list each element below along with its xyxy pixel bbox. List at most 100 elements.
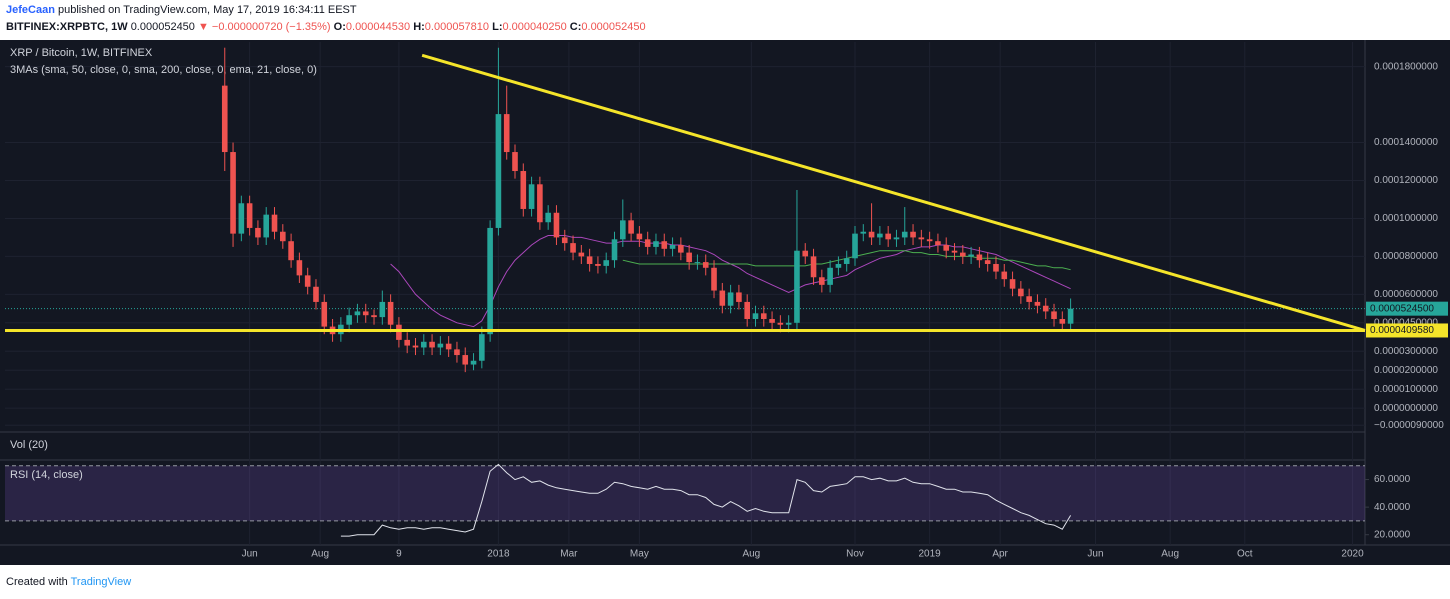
x-tick-label: Jun — [242, 549, 258, 560]
x-tick-label: May — [630, 549, 649, 560]
candle-body — [1067, 308, 1074, 324]
author[interactable]: JefeCaan — [6, 4, 55, 16]
y-tick-label: 0.0000800000 — [1374, 251, 1438, 262]
candle-body — [901, 231, 908, 238]
candle-body — [470, 360, 477, 365]
candle-body — [877, 233, 883, 238]
chart: 0.0001800000 0.0001400000 0.0001200000 0.00… — [0, 40, 1450, 565]
candle-body — [661, 241, 668, 249]
candle-body — [736, 292, 742, 302]
candle-body — [246, 203, 253, 228]
candle-body — [304, 275, 311, 287]
candle-body — [785, 322, 792, 325]
candle-body — [760, 313, 767, 320]
candle-body — [628, 220, 634, 234]
candle-body — [404, 339, 410, 346]
candle-body — [545, 212, 551, 223]
candle-body — [362, 311, 369, 316]
candle-body — [711, 267, 717, 291]
candle-body — [769, 319, 775, 323]
candle-body — [893, 237, 900, 240]
candle-body — [1009, 279, 1016, 289]
candle-body — [221, 85, 228, 153]
rsi-title: RSI (14, close) — [10, 469, 83, 481]
candle-body — [603, 260, 610, 266]
candle-body — [686, 252, 692, 263]
candle-body — [719, 290, 726, 306]
candle-body — [313, 286, 319, 302]
candle-body — [744, 301, 750, 320]
candle-body — [644, 239, 651, 247]
ohlc-key: H: — [413, 21, 425, 33]
candle-body — [943, 245, 950, 251]
price-label-box — [1366, 301, 1448, 316]
candle-body — [288, 241, 294, 261]
candle-body — [1059, 319, 1066, 324]
candle-body — [852, 233, 858, 259]
x-tick-label: Jun — [1087, 549, 1103, 560]
y-tick-label: 0.0001800000 — [1374, 61, 1438, 72]
candle-body — [520, 171, 527, 209]
x-tick-label: 9 — [396, 549, 402, 560]
candle-body — [570, 243, 576, 253]
candle-body — [553, 212, 560, 238]
candle-body — [868, 231, 875, 238]
candle-body — [653, 241, 659, 247]
y-tick-label: 0.0000100000 — [1374, 384, 1438, 395]
candle-body — [296, 260, 303, 276]
ohlc-value: 0.000040250 — [502, 21, 567, 33]
candle-body — [503, 114, 510, 153]
candle-body — [354, 311, 361, 316]
candle-body — [935, 241, 941, 246]
candle-body — [1001, 271, 1008, 280]
candle-body — [238, 203, 245, 234]
x-tick-label: Apr — [992, 549, 1008, 560]
y-tick-label: −0.0000090000 — [1374, 420, 1444, 431]
candle-body — [860, 231, 867, 234]
candle-body — [420, 341, 427, 348]
candle-body — [702, 262, 709, 268]
x-tick-label: Aug — [311, 549, 329, 560]
candle-body — [620, 220, 626, 240]
y-tick-label: 0.0000450000 — [1374, 317, 1438, 328]
candle-body — [263, 214, 270, 238]
candle-body — [752, 313, 759, 320]
candle-body — [412, 345, 419, 348]
y-tick-label: 0.0001400000 — [1374, 137, 1438, 148]
candle-body — [993, 263, 999, 272]
candle-body — [960, 252, 966, 257]
candle-body — [495, 114, 502, 228]
candle-body — [918, 237, 925, 240]
candle-body — [694, 262, 701, 264]
change: ▼ −0.000000720 (−1.35%) — [197, 21, 331, 33]
y-tick-label: 0.0000600000 — [1374, 289, 1438, 300]
candle-body — [794, 250, 800, 323]
candle-body — [976, 254, 983, 261]
ma-legend: 3MAs (sma, 50, close, 0, sma, 200, close… — [10, 64, 317, 76]
rsi-band — [5, 465, 1365, 521]
candle-body — [636, 233, 643, 240]
candle-body — [512, 152, 518, 172]
header: JefeCaan published on TradingView.com, M… — [6, 2, 646, 36]
brand[interactable]: TradingView — [70, 576, 132, 588]
candle-body — [271, 214, 278, 232]
candle-body — [1026, 296, 1032, 302]
last-price: 0.000052450 — [130, 21, 195, 33]
candle-body — [445, 343, 452, 350]
candle-body — [835, 263, 842, 268]
chart-title: XRP / Bitcoin, 1W, BITFINEX — [10, 47, 153, 59]
candle-body — [230, 152, 236, 234]
candle-body — [910, 231, 916, 238]
x-tick-label: Aug — [742, 549, 760, 560]
rsi-tick-label: 40.0000 — [1374, 502, 1411, 513]
candle-body — [777, 322, 784, 325]
candle-body — [802, 250, 809, 257]
candle-body — [255, 227, 261, 238]
candle-body — [1042, 305, 1049, 312]
candle-body — [578, 252, 585, 257]
candle-body — [479, 334, 485, 361]
candle-body — [819, 277, 825, 285]
candle-body — [926, 239, 933, 242]
symbol-row: BITFINEX:XRPBTC, 1W 0.000052450 ▼ −0.000… — [6, 19, 646, 36]
